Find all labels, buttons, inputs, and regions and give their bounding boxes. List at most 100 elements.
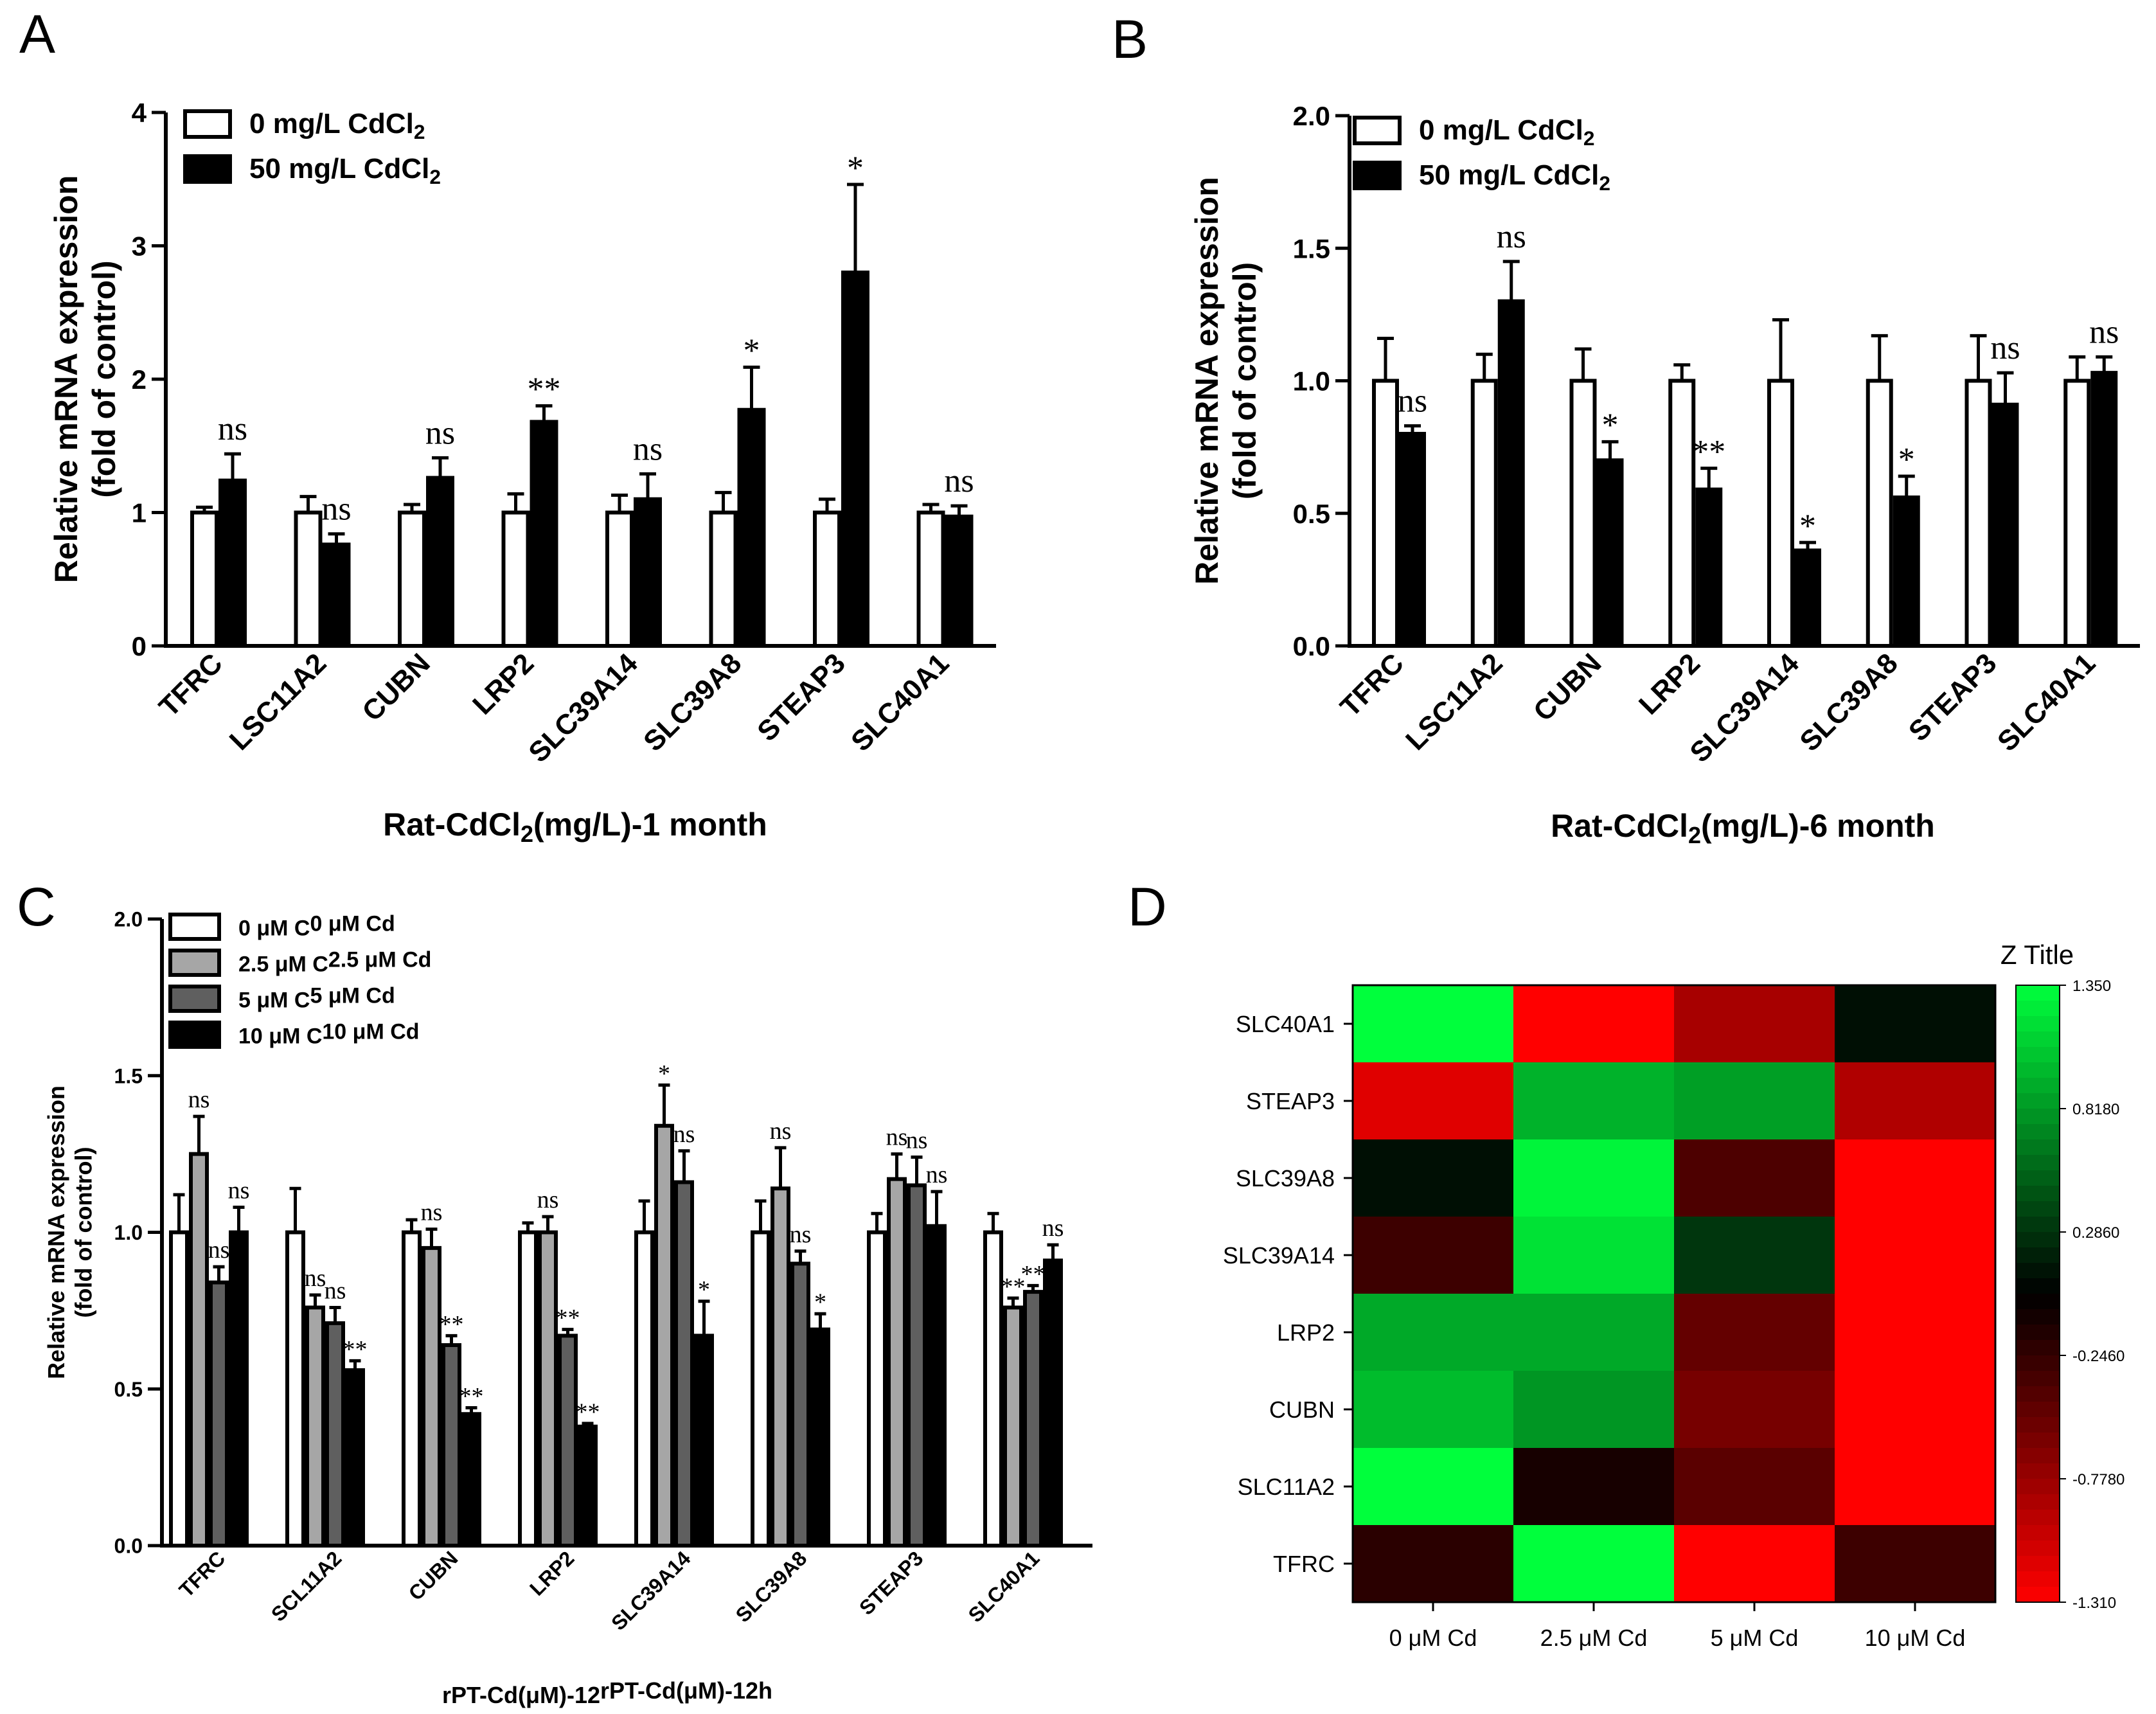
heatmap-cell — [1674, 1139, 1835, 1217]
panel-label-a: A — [19, 4, 55, 64]
x-tick-label-group: TFRC — [153, 647, 229, 723]
colorbar-segment — [2016, 1062, 2060, 1078]
legend-swatch — [1353, 116, 1402, 145]
x-tick-label-group: CUBN — [404, 1546, 463, 1605]
row-label: SLC11A2 — [1238, 1474, 1335, 1500]
heatmap-cell — [1353, 1062, 1514, 1140]
bar — [190, 510, 218, 648]
heatmap-cell — [1353, 1371, 1514, 1449]
significance-label: ns — [1042, 1215, 1064, 1242]
colorbar-tick-label: -0.2460 — [2072, 1348, 2125, 1365]
colorbar-segment — [2016, 1001, 2060, 1017]
row-label: STEAP3 — [1246, 1088, 1335, 1114]
y-tick-label: 1.0 — [114, 1221, 143, 1244]
colorbar-segment — [2016, 1139, 2060, 1156]
colorbar-segment — [2016, 1463, 2060, 1479]
significance-label: ns — [906, 1127, 928, 1154]
bar — [1023, 1290, 1043, 1548]
significance-label: * — [1602, 407, 1619, 444]
significance-label: ** — [343, 1336, 368, 1363]
significance-label: ns — [537, 1186, 559, 1213]
row-label: TFRC — [1273, 1551, 1335, 1577]
colorbar-segment — [2016, 1417, 2060, 1433]
bar — [578, 1424, 598, 1548]
heatmap-cell — [1353, 985, 1514, 1063]
x-tick-label: SLC39A8 — [637, 647, 747, 757]
colorbar-segment — [2016, 1556, 2060, 1572]
bar — [983, 1230, 1003, 1548]
x-tick-label: STEAP3 — [855, 1546, 927, 1619]
y-axis-label-line1: Relative mRNA expression — [1189, 177, 1225, 585]
bar — [461, 1412, 481, 1548]
x-tick-label: SLC39A8 — [1794, 647, 1903, 757]
column-label: 10 μM Cd — [1865, 1625, 1966, 1651]
colorbar-tick-label: 1.350 — [2072, 978, 2111, 995]
bar — [2090, 371, 2118, 648]
x-tick-label-group: STEAP3 — [855, 1546, 927, 1619]
x-tick-label: SLC39A8 — [731, 1546, 812, 1627]
heatmap-cell — [1835, 1139, 1996, 1217]
x-tick-label: SLC40A1 — [845, 647, 955, 757]
bar — [1596, 458, 1624, 648]
bar — [1399, 432, 1426, 648]
column-label: 0 μM Cd — [1389, 1625, 1477, 1651]
colorbar-segment — [2016, 1355, 2060, 1371]
significance-label: ns — [770, 1118, 792, 1145]
y-axis-label: Relative mRNA expression (fold of control… — [1189, 177, 1263, 585]
significance-label: ns — [228, 1177, 250, 1204]
bar — [1991, 402, 2019, 648]
heatmap-cell — [1835, 1062, 1996, 1140]
bar — [1964, 379, 1992, 648]
x-tick-label: SLC39A14 — [607, 1546, 695, 1635]
heatmap-cell — [1674, 985, 1835, 1063]
bar — [694, 1334, 714, 1548]
colorbar-tick-label: -1.310 — [2072, 1594, 2116, 1612]
colorbar-segment — [2016, 1047, 2060, 1063]
x-tick-label-group: SLC39A8 — [1794, 647, 1903, 757]
x-tick-label-group: SLC39A14 — [607, 1546, 695, 1635]
heatmap-cell — [1513, 1139, 1675, 1217]
colorbar-title: Z Title — [2000, 940, 2074, 970]
heatmap-cell — [1513, 1062, 1675, 1140]
heatmap-cell — [1674, 1294, 1835, 1371]
y-tick-label: 1 — [132, 498, 147, 528]
legend-swatch — [168, 949, 221, 977]
row-label: SLC39A14 — [1223, 1242, 1335, 1269]
x-tick-label: SLC40A1 — [964, 1546, 1044, 1627]
colorbar-segment — [2016, 1093, 2060, 1109]
significance-label: ns — [321, 491, 351, 528]
colorbar-tick-label: 0.8180 — [2072, 1101, 2119, 1118]
x-tick-label: TFRC — [1334, 647, 1410, 723]
bar — [1695, 487, 1723, 648]
heatmap-cell — [1674, 1448, 1835, 1526]
legend-swatch — [1353, 161, 1402, 190]
colorbar-segment — [2016, 1031, 2060, 1048]
heatmap-cell — [1513, 1371, 1675, 1449]
y-tick-label: 2.0 — [1293, 101, 1330, 131]
heatmap-cell — [1835, 1217, 1996, 1294]
bar — [518, 1230, 538, 1548]
y-axis-label-line2: (fold of control) — [1227, 262, 1263, 499]
y-tick-label: 0.0 — [1293, 631, 1330, 661]
heatmap-cell — [1835, 985, 1996, 1063]
significance-label: ns — [673, 1121, 695, 1148]
column-label: 5 μM Cd — [1711, 1625, 1799, 1651]
bar — [1372, 379, 1399, 648]
legend-label: 0 μM C0 μM Cd — [238, 912, 395, 941]
heatmap-cell — [1674, 1525, 1835, 1603]
y-axis-label-line2: (fold of control) — [86, 260, 122, 497]
colorbar-segment — [2016, 1479, 2060, 1495]
bar — [790, 1262, 810, 1548]
legend-swatch — [168, 1021, 221, 1049]
bar — [229, 1230, 249, 1548]
panel-label-c: C — [17, 877, 56, 937]
x-tick-label-group: TFRC — [175, 1546, 230, 1602]
legend-label: 2.5 μM C2.5 μM Cd — [238, 948, 431, 977]
significance-label: ns — [1497, 219, 1526, 255]
colorbar-segment — [2016, 1201, 2060, 1217]
legend-label: 10 μM C10 μM Cd — [238, 1020, 420, 1049]
x-tick-label: STEAP3 — [751, 647, 851, 747]
significance-label: ** — [556, 1305, 580, 1332]
x-tick-label: SCL11A2 — [267, 1546, 346, 1626]
x-tick-label: LRP2 — [525, 1546, 578, 1600]
